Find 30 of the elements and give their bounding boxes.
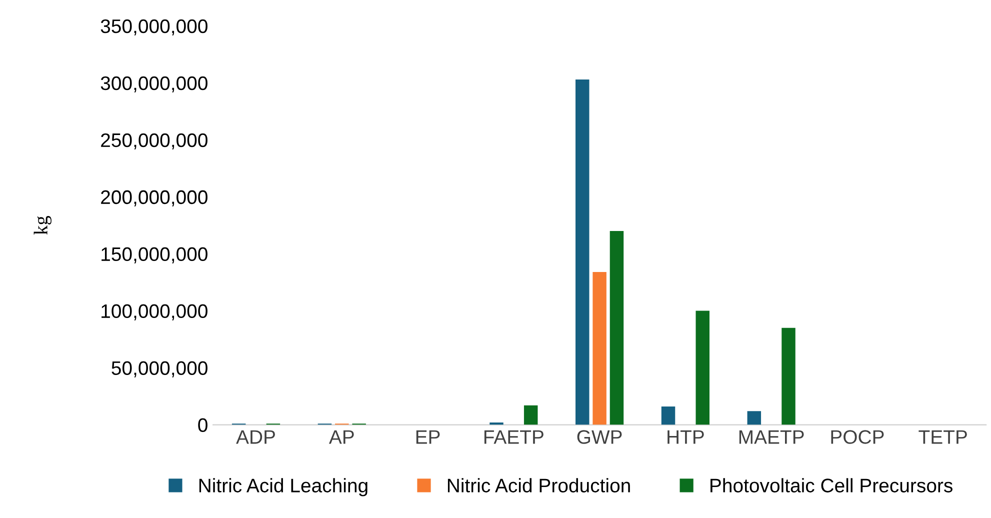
x-tick-label: AP — [328, 430, 354, 444]
bar — [592, 272, 606, 425]
bar — [782, 328, 796, 425]
x-tick-label: FAETP — [484, 430, 544, 444]
x-tick-label: MAETP — [739, 430, 804, 444]
bar — [490, 422, 504, 425]
legend-label: Nitric Acid Production — [448, 478, 630, 492]
y-axis-title: kg — [34, 216, 52, 235]
bar — [524, 405, 538, 425]
bar — [696, 310, 710, 425]
x-tick-label: HTP — [668, 430, 704, 444]
legend-label: Nitric Acid Leaching — [199, 478, 368, 496]
x-tick-label: GWP — [577, 430, 622, 444]
y-tick-label: 250,000,000 — [101, 133, 208, 150]
legend-label: Photovoltaic Cell Precursors — [710, 478, 952, 492]
bar — [610, 231, 624, 425]
x-tick-label: ADP — [236, 430, 275, 444]
x-tick-label: TETP — [918, 430, 967, 444]
bar — [747, 411, 762, 425]
y-tick-label: 200,000,000 — [101, 190, 208, 206]
y-tick-label: 300,000,000 — [100, 76, 208, 92]
y-tick-label: 50,000,000 — [112, 361, 208, 378]
bar — [661, 406, 676, 425]
bar — [576, 79, 590, 425]
y-tick-label: 150,000,000 — [102, 247, 208, 264]
x-tick-label: EP — [416, 430, 440, 444]
y-tick-label: 0 — [198, 418, 208, 432]
x-tick-label: POCP — [831, 430, 884, 444]
y-tick-label: 100,000,000 — [102, 304, 208, 320]
y-tick-label: 350,000,000 — [100, 19, 208, 36]
